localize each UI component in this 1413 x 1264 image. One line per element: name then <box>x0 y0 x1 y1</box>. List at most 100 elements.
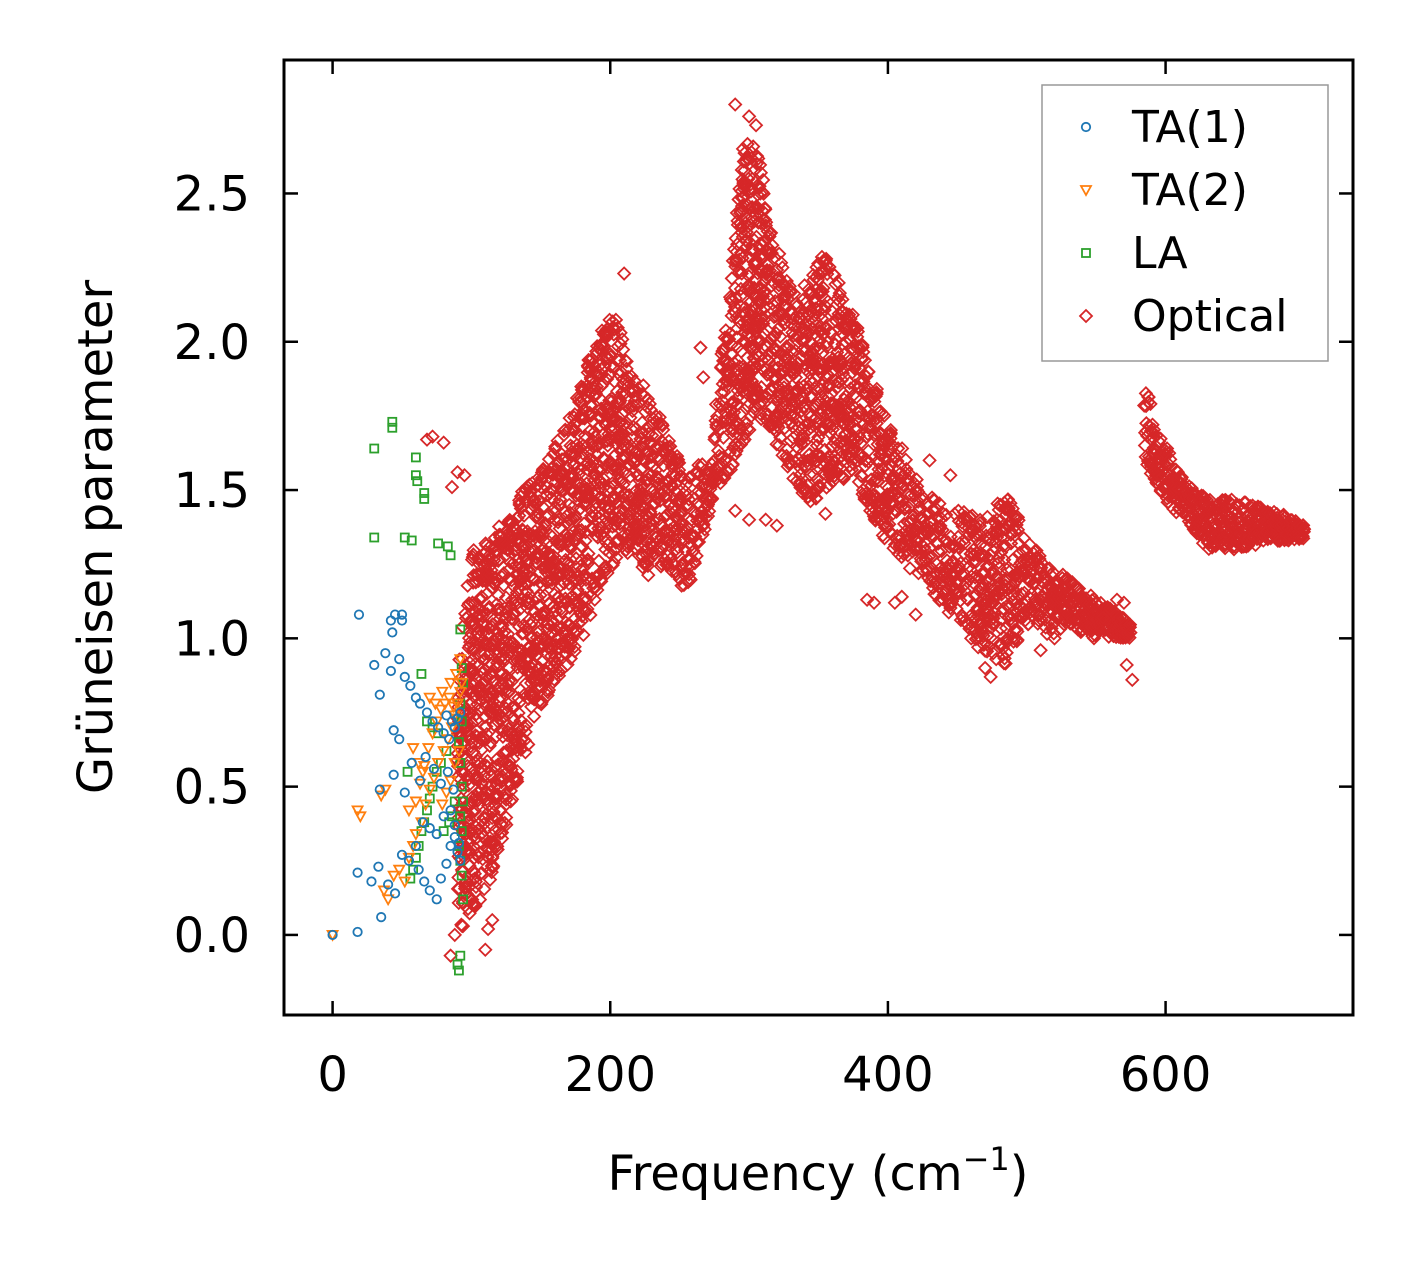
optical-point <box>510 763 525 779</box>
optical-point <box>494 704 510 720</box>
la-point <box>431 766 442 777</box>
optical-point <box>850 324 866 339</box>
ta-1--point <box>452 713 463 724</box>
optical-point <box>569 474 585 490</box>
optical-point <box>788 370 804 385</box>
optical-point <box>491 551 507 567</box>
optical-point <box>1010 624 1025 639</box>
optical-point <box>462 812 478 828</box>
optical-point <box>1014 586 1030 602</box>
ta-1--point <box>394 734 405 745</box>
optical-point <box>552 496 567 512</box>
legend-entry-la: LA <box>1081 228 1188 279</box>
ta-2--point <box>406 743 420 755</box>
optical-point <box>1095 610 1111 625</box>
la-point <box>416 669 427 679</box>
x-axis-label: Frequency (cm−1) <box>607 1140 1028 1202</box>
optical-point <box>568 512 584 528</box>
ta-1--point <box>380 648 391 659</box>
ta-2--point <box>435 799 449 812</box>
optical-point <box>758 407 773 422</box>
optical-point <box>512 656 528 672</box>
optical-point <box>773 255 789 271</box>
optical-point <box>1138 398 1154 414</box>
ta-1--point <box>399 787 410 798</box>
ta-1--point <box>441 858 452 869</box>
optical-point <box>861 364 876 380</box>
ta-1--point <box>442 766 453 777</box>
la-point <box>410 470 421 481</box>
optical-point <box>608 462 624 477</box>
optical-point <box>1009 517 1024 533</box>
optical-point <box>756 186 771 202</box>
optical-point <box>1007 510 1023 526</box>
optical-point <box>526 709 542 724</box>
la-point <box>454 965 464 976</box>
optical-point <box>996 538 1011 554</box>
optical-point <box>796 430 811 446</box>
optical-point <box>587 424 602 440</box>
ta-1--point <box>448 784 459 795</box>
optical-point <box>786 318 802 334</box>
optical-point <box>970 639 986 655</box>
optical-point <box>479 586 495 601</box>
optical-point <box>788 343 803 359</box>
optical-point <box>739 415 754 431</box>
optical-point <box>661 433 677 449</box>
optical-point <box>934 505 950 520</box>
ta-2--point <box>398 876 412 889</box>
la-point <box>399 532 410 543</box>
optical-point <box>758 214 774 230</box>
optical-point <box>443 948 458 963</box>
optical-point <box>436 435 451 450</box>
optical-point <box>721 355 737 371</box>
optical-point <box>760 257 775 273</box>
optical-point <box>532 679 548 695</box>
optical-point <box>591 553 607 569</box>
optical-point <box>737 145 752 161</box>
optical-point <box>977 660 993 676</box>
optical-point <box>534 654 550 669</box>
optical-point <box>494 831 510 846</box>
ta-1--point <box>388 725 399 736</box>
optical-point <box>624 369 639 384</box>
optical-point <box>469 706 484 722</box>
optical-point <box>1005 552 1020 568</box>
optical-point <box>852 361 867 376</box>
optical-point <box>462 835 478 850</box>
optical-point <box>611 427 627 443</box>
optical-point <box>1159 441 1175 456</box>
optical-point <box>483 735 499 750</box>
optical-point <box>765 237 780 253</box>
optical-point <box>619 354 634 369</box>
ta-1--point <box>455 855 466 866</box>
optical-point <box>595 403 610 418</box>
optical-point <box>528 610 544 626</box>
plot-frame <box>282 58 1355 1017</box>
optical-point <box>843 311 858 327</box>
ta-1--point <box>383 879 394 890</box>
optical-point <box>792 433 808 448</box>
optical-point <box>722 372 738 388</box>
optical-point <box>894 441 910 456</box>
x-tick-label: 400 <box>842 1047 934 1103</box>
optical-point <box>451 895 467 911</box>
ta-1--point <box>327 929 338 941</box>
la-point <box>419 494 430 504</box>
optical-point <box>741 109 757 124</box>
optical-point <box>608 542 624 557</box>
optical-point <box>563 537 578 553</box>
optical-point <box>832 285 848 301</box>
optical-point <box>1116 595 1132 611</box>
ta-2--point <box>448 758 462 770</box>
optical-point <box>895 477 911 493</box>
optical-point <box>909 479 925 494</box>
optical-point <box>758 512 774 527</box>
optical-point <box>722 289 738 305</box>
optical-point <box>594 338 610 354</box>
optical-point <box>478 942 493 958</box>
optical-point <box>578 533 593 549</box>
optical-point <box>1157 456 1172 472</box>
optical-point <box>652 511 667 527</box>
